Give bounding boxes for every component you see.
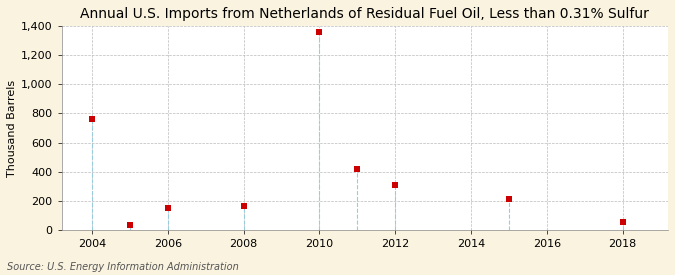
Point [238, 204, 249, 208]
Y-axis label: Thousand Barrels: Thousand Barrels [7, 79, 17, 177]
Point [352, 167, 362, 172]
Title: Annual U.S. Imports from Netherlands of Residual Fuel Oil, Less than 0.31% Sulfu: Annual U.S. Imports from Netherlands of … [80, 7, 649, 21]
Point [125, 223, 136, 228]
Point [314, 30, 325, 34]
Point [390, 183, 401, 187]
Point [86, 117, 97, 121]
Text: Source: U.S. Energy Information Administration: Source: U.S. Energy Information Administ… [7, 262, 238, 272]
Point [504, 196, 514, 201]
Point [617, 219, 628, 224]
Point [163, 206, 173, 210]
